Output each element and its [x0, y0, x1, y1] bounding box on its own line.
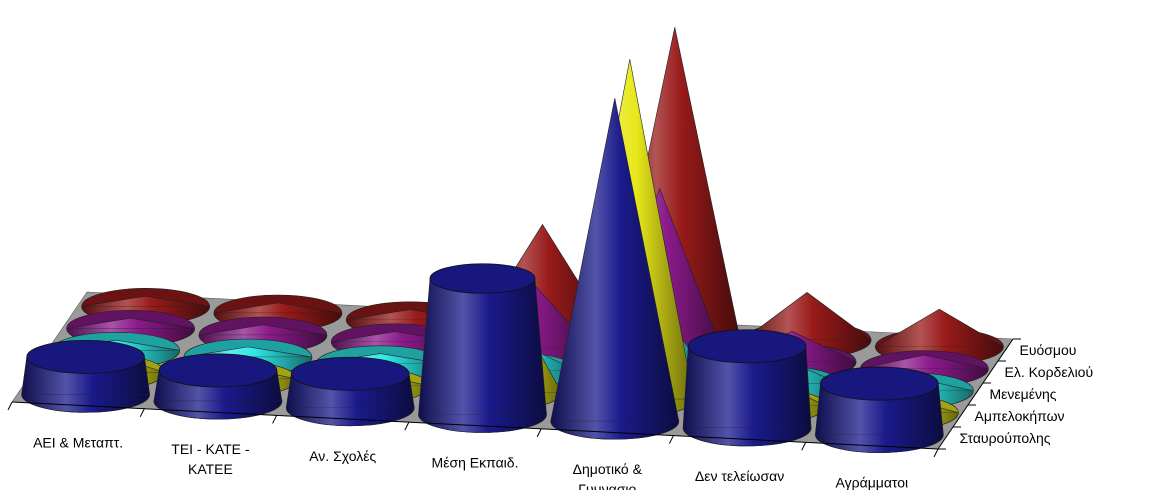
category-tick — [272, 415, 278, 424]
series-label-2: Αμπελοκήπων — [975, 408, 1065, 424]
cone-side — [418, 278, 547, 415]
category-label-2: ΤΕΙ - ΚΑΤΕ -ΚΑΤΕΕ — [171, 441, 250, 477]
category-label-3: Αν. Σχολές — [309, 448, 376, 464]
category-tick — [404, 421, 410, 431]
series-label-1: Σταυρούπολης — [960, 430, 1051, 446]
category-label-7: Αγράμματοι — [836, 475, 909, 490]
category-label-6: Δεν τελείωσαντο Δημοτικό — [695, 468, 784, 490]
category-tick — [139, 408, 145, 417]
category-tick — [801, 442, 807, 451]
category-tick — [7, 401, 13, 411]
cone-1-7 — [815, 366, 944, 453]
series-label-3: Μενεμένης — [990, 386, 1057, 402]
cone-top — [158, 353, 278, 388]
category-tick — [536, 428, 542, 438]
category-label-4: Μέση Εκπαιδ. — [432, 455, 519, 471]
cone-top — [687, 329, 807, 364]
category-tick — [933, 448, 939, 458]
cone-side — [874, 308, 1005, 347]
cone-1-3 — [285, 356, 415, 427]
category-label-5: Δημοτικό & Γυμνασιο — [573, 461, 643, 490]
cone-top — [429, 263, 536, 294]
cone-top — [820, 366, 939, 401]
cone-1-5 — [550, 98, 680, 440]
chart-axes: ΑΕΙ & Μεταπτ. ΤΕΙ - ΚΑΤΕ -ΚΑΤΕΕ Αν. Σχολές… — [7, 338, 1094, 490]
cone-1-2 — [153, 353, 283, 420]
category-label-1: ΑΕΙ & Μεταπτ. — [33, 434, 123, 450]
series-label-5: Ευόσμου — [1020, 342, 1077, 358]
series-axis-line — [937, 338, 1014, 450]
cone-1-6 — [682, 329, 812, 447]
category-tick — [668, 435, 674, 444]
cone-1-1 — [21, 339, 150, 413]
category-axis-line — [11, 401, 939, 450]
cone-1-4 — [418, 263, 547, 433]
cone-top — [26, 339, 145, 374]
series-label-4: Ελ. Κορδελιού — [1005, 364, 1094, 380]
cone-series-group — [21, 27, 1005, 453]
cone-top — [290, 356, 410, 391]
